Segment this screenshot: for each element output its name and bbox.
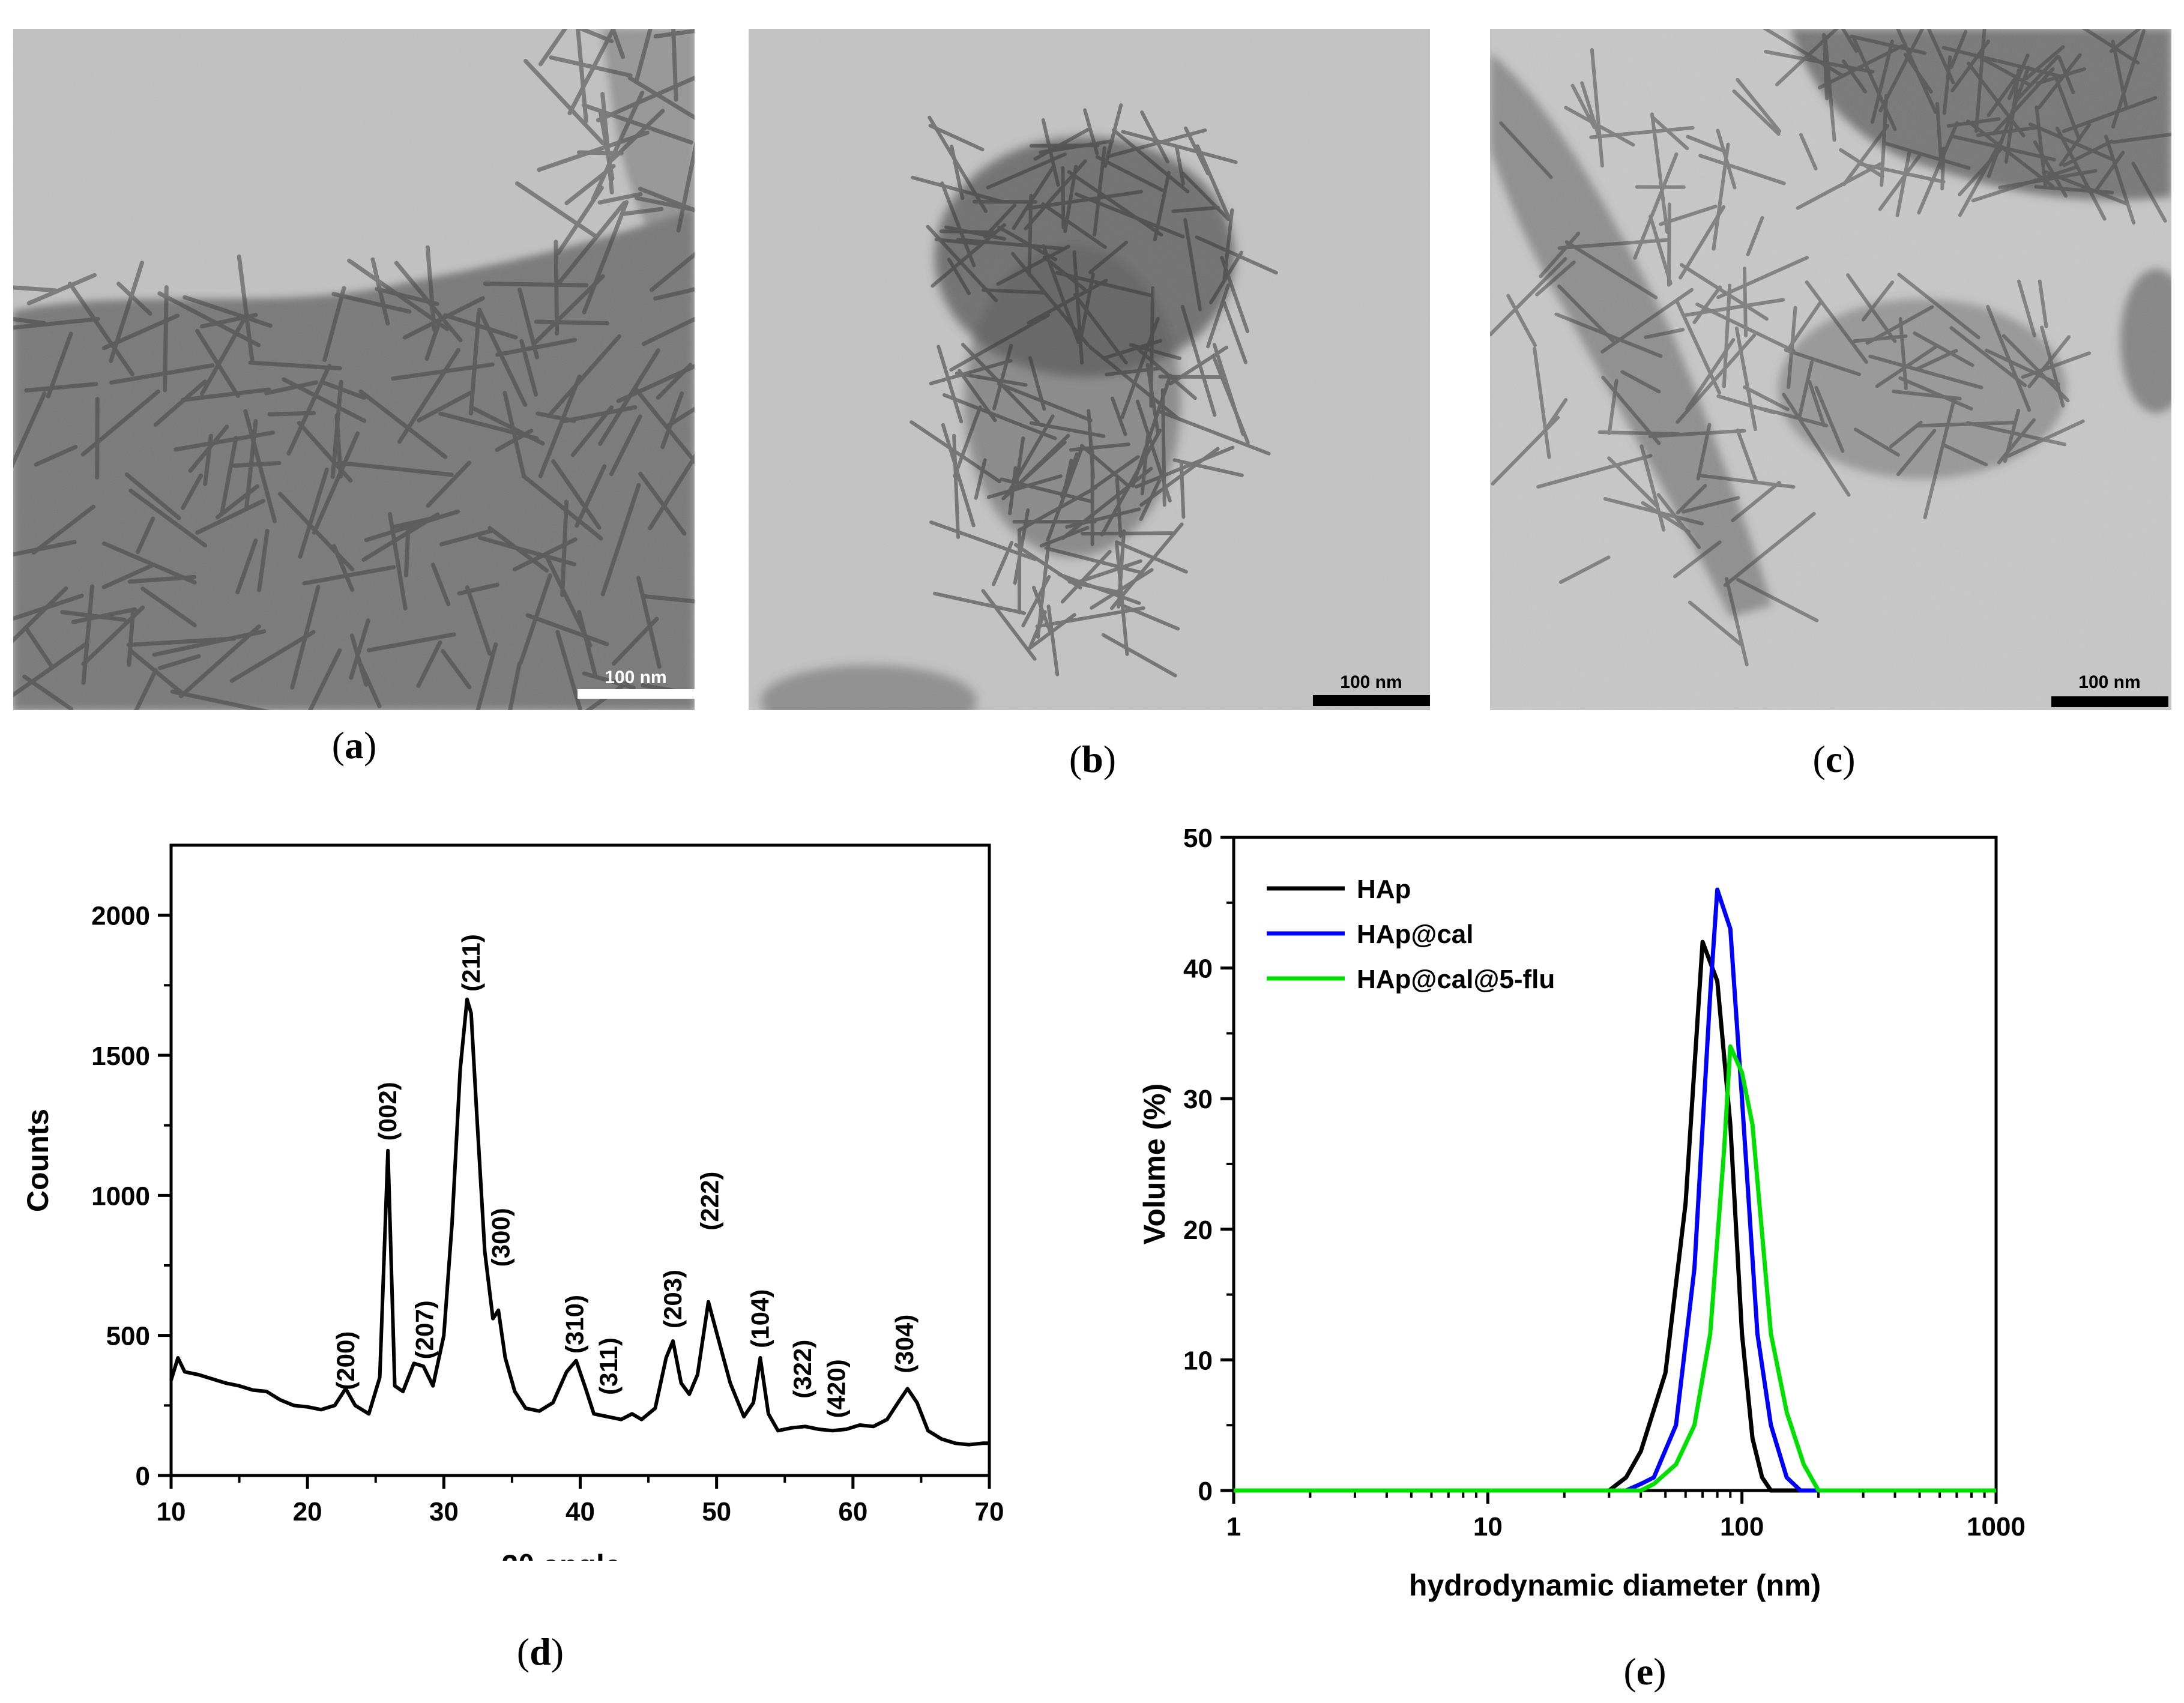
peak-label: (311) xyxy=(594,1337,623,1395)
peak-label: (203) xyxy=(659,1270,687,1328)
caption-c: (c) xyxy=(1812,738,1856,780)
caption-e: (e) xyxy=(1623,1650,1667,1693)
y-tick-label: 1000 xyxy=(91,1181,150,1211)
scale-bar xyxy=(1313,695,1430,706)
scale-bar-label: 100 nm xyxy=(2078,672,2140,692)
y-tick-label: 20 xyxy=(1183,1216,1213,1245)
peak-label: (002) xyxy=(373,1082,402,1141)
x-tick-label: 30 xyxy=(429,1497,459,1527)
x-tick-label: 100 xyxy=(1720,1512,1764,1542)
series-line-hap-cal-5-flu xyxy=(1234,1044,1996,1493)
y-tick-label: 2000 xyxy=(91,902,150,931)
x-axis-label: 2θ angle xyxy=(501,1549,621,1561)
plot-frame xyxy=(169,843,991,1477)
peak-label: (222) xyxy=(695,1172,723,1231)
y-tick-label: 0 xyxy=(136,1462,150,1491)
peak-label: (200) xyxy=(331,1331,360,1390)
peak-label: (104) xyxy=(746,1289,774,1348)
peak-label: (304) xyxy=(890,1315,919,1373)
y-tick-label: 40 xyxy=(1183,954,1213,984)
xrd-chart: 10 20 30 40 50 60 70 0 500 1000 1500 2000 Counts (20… xyxy=(21,843,1004,1561)
x-tick-label: 10 xyxy=(1473,1512,1503,1542)
caption-a: (a) xyxy=(331,724,377,767)
xrd-pattern-line xyxy=(169,997,989,1447)
x-tick-label: 1 xyxy=(1226,1512,1241,1542)
y-axis-label: Volume (%) xyxy=(1138,1084,1171,1245)
peak-label: (207) xyxy=(411,1300,439,1359)
legend-label: HAp xyxy=(1357,875,1411,904)
caption-b: (b) xyxy=(1069,738,1117,780)
scale-bar xyxy=(2051,696,2168,707)
legend-label: HAp@cal xyxy=(1357,920,1474,949)
peak-label: (420) xyxy=(822,1359,851,1418)
series-line-hap-cal xyxy=(1234,887,1996,1493)
scale-bar-label: 100 nm xyxy=(605,668,666,687)
y-tick-label: 50 xyxy=(1183,824,1213,853)
x-tick-label: 1000 xyxy=(1967,1512,2026,1542)
peak-label: (322) xyxy=(788,1340,816,1399)
x-tick-label: 40 xyxy=(566,1497,595,1527)
scale-bar-label: 100 nm xyxy=(1340,672,1402,692)
y-tick-label: 10 xyxy=(1183,1346,1213,1375)
tem-image-c: 100 nm xyxy=(1490,29,2171,710)
y-tick-label: 30 xyxy=(1183,1085,1213,1114)
dls-chart: 1 10 100 1000 0 10 20 30 40 50 Volume (%) hydrodyna… xyxy=(1138,824,2026,1602)
y-tick-label: 1500 xyxy=(91,1041,150,1071)
plot-frame xyxy=(1232,836,1998,1492)
x-tick-label: 70 xyxy=(975,1497,1004,1527)
x-tick-label: 60 xyxy=(838,1497,867,1527)
x-tick-label: 50 xyxy=(702,1497,731,1527)
series-line-hap xyxy=(1234,939,1996,1493)
y-axis-label: Counts xyxy=(21,1109,55,1212)
tem-image-a: 100 nm xyxy=(13,29,695,710)
caption-d: (d) xyxy=(516,1630,564,1673)
tem-image-b: 100 nm xyxy=(749,29,1430,710)
legend-label: HAp@cal@5-flu xyxy=(1357,965,1555,994)
peak-label: (211) xyxy=(457,934,485,992)
y-tick-label: 0 xyxy=(1198,1477,1213,1506)
x-tick-label: 20 xyxy=(293,1497,322,1527)
peak-label: (300) xyxy=(487,1208,515,1267)
scale-bar xyxy=(578,689,695,699)
y-tick-label: 500 xyxy=(106,1322,150,1351)
x-tick-label: 10 xyxy=(157,1497,186,1527)
peak-label: (310) xyxy=(560,1295,588,1354)
x-axis-label: hydrodynamic diameter (nm) xyxy=(1409,1569,1821,1602)
